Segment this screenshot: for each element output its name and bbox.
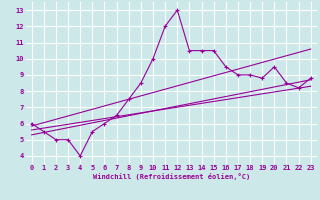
X-axis label: Windchill (Refroidissement éolien,°C): Windchill (Refroidissement éolien,°C) [92, 173, 250, 180]
